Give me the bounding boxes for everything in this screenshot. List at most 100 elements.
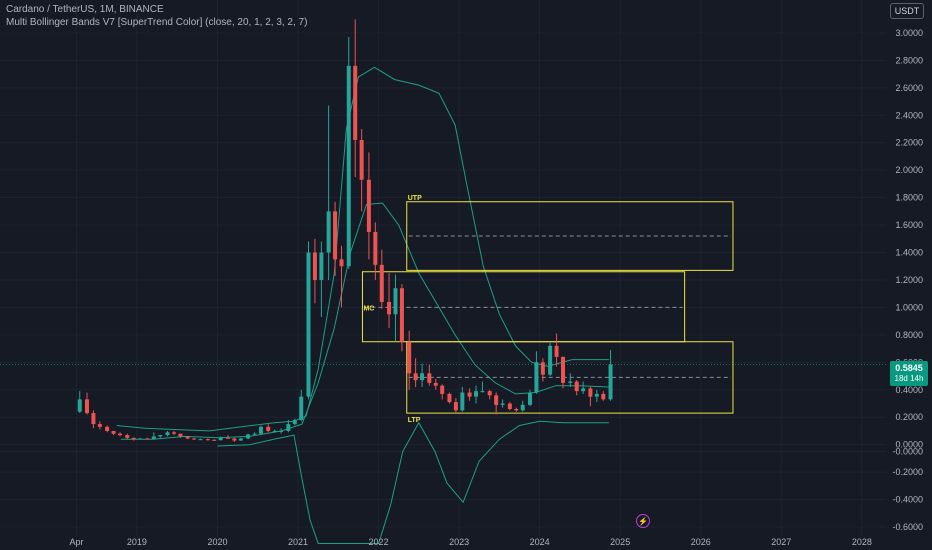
candle-body <box>500 403 505 405</box>
band-upper <box>116 66 609 432</box>
candle-body <box>279 430 284 432</box>
candle-body <box>540 362 545 375</box>
candle-body <box>125 435 130 438</box>
last-price-tag: 0.5845 18d 14h <box>890 361 928 386</box>
candle-body <box>178 433 183 437</box>
candle-body <box>192 438 197 440</box>
y-tick-label: 0.0000 <box>895 440 923 450</box>
candle-body <box>319 252 324 280</box>
grid-lines <box>0 0 886 538</box>
last-price-value: 0.5845 <box>895 363 923 373</box>
y-tick-label: -0.4000 <box>892 495 923 505</box>
chart-title: Cardano / TetherUS, 1M, BINANCE <box>6 4 164 15</box>
candle-body <box>507 403 512 409</box>
candle-body <box>387 301 392 315</box>
candle-body <box>272 430 277 432</box>
candle-body <box>433 382 438 386</box>
y-tick-label: 1.0000 <box>895 302 923 312</box>
candle-body <box>292 419 297 425</box>
candle-body <box>427 373 432 383</box>
candle-body <box>440 385 445 394</box>
candle-body <box>608 364 613 400</box>
y-tick-label: 2.4000 <box>895 110 923 120</box>
candles <box>77 19 613 442</box>
candle-body <box>399 288 404 342</box>
candle-body <box>534 362 539 393</box>
x-tick-label: 2019 <box>127 537 147 547</box>
band-middle <box>120 202 609 440</box>
zone-box-mc <box>361 271 686 343</box>
candle-body <box>97 424 102 427</box>
y-tick-label: 2.2000 <box>895 138 923 148</box>
candle-body <box>339 259 344 267</box>
candle-body <box>568 381 573 383</box>
candle-body <box>594 393 599 397</box>
candle-body <box>413 373 418 381</box>
zone-label-mc: MC <box>363 305 374 312</box>
candle-body <box>561 356 566 383</box>
candle-body <box>514 408 519 411</box>
zone-label-utp: UTP <box>408 195 422 202</box>
candle-body <box>84 399 89 414</box>
candle-body <box>165 432 170 436</box>
candle-body <box>373 231 378 265</box>
x-axis[interactable]: Apr 2019 2020 2021 2022 2023 2024 2025 2026 2027 2… <box>70 537 872 547</box>
candle-body <box>467 392 472 397</box>
bollinger-bands <box>116 66 609 544</box>
candle-body <box>588 388 593 397</box>
candle-body <box>299 396 304 420</box>
zone-box-ltp <box>406 341 734 414</box>
candle-body <box>487 391 492 396</box>
candle-body <box>105 426 110 431</box>
y-tick-label: 3.0000 <box>895 28 923 38</box>
x-tick-label: 2020 <box>207 537 227 547</box>
y-tick-label: 2.6000 <box>895 83 923 93</box>
candle-body <box>574 381 579 392</box>
band-lower <box>217 420 609 544</box>
candle-body <box>393 288 398 315</box>
candle-body <box>118 433 123 436</box>
y-tick-label: 1.4000 <box>895 248 923 258</box>
candle-body <box>91 413 96 425</box>
candle-body <box>527 392 532 405</box>
bar-countdown: 18d 14h <box>894 374 924 383</box>
candle-body <box>353 65 358 140</box>
zone-label-ltp: LTP <box>408 417 421 424</box>
candle-body <box>151 436 156 439</box>
candle-body <box>379 264 384 302</box>
candle-body <box>581 388 586 392</box>
candle-body <box>77 399 82 412</box>
y-tick-label: 1.8000 <box>895 193 923 203</box>
candle-body <box>212 439 217 441</box>
candle-body <box>554 345 559 357</box>
candle-body <box>185 436 190 439</box>
x-tick-label: 2024 <box>530 537 550 547</box>
candle-body <box>198 439 203 441</box>
candle-body <box>232 438 237 441</box>
currency-button[interactable]: USDT <box>890 3 924 19</box>
flash-icon[interactable]: ⚡ <box>636 514 650 528</box>
candle-body <box>205 439 210 441</box>
candle-body <box>266 426 271 431</box>
candle-body <box>158 435 163 437</box>
x-tick-label: 2023 <box>449 537 469 547</box>
indicator-legend[interactable]: Multi Bollinger Bands V7 [SuperTrend Col… <box>6 17 308 28</box>
candle-body <box>453 402 458 411</box>
candle-body <box>333 211 338 260</box>
candle-body <box>171 432 176 434</box>
y-tick-label: 0.8000 <box>895 330 923 340</box>
x-tick-label: 2028 <box>852 537 872 547</box>
candle-body <box>359 139 364 180</box>
x-tick-label: 2025 <box>610 537 630 547</box>
zone-box-utp <box>406 201 734 271</box>
candle-body <box>601 393 606 400</box>
candle-body <box>474 391 479 397</box>
candle-body <box>252 433 257 435</box>
candle-body <box>218 437 223 441</box>
candle-body <box>460 392 465 411</box>
y-tick-label: -0.6000 <box>892 522 923 532</box>
y-axis[interactable]: 3.0000 2.8000 2.6000 2.4000 2.2000 2.0000 1.80… <box>892 28 923 532</box>
candle-body <box>548 345 553 375</box>
